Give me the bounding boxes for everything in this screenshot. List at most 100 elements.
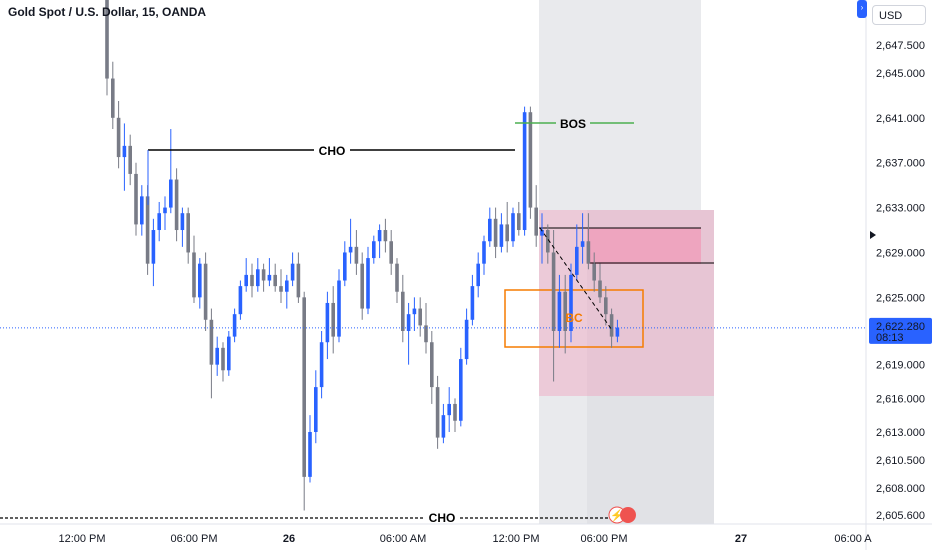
candle-body	[145, 196, 150, 264]
price-tick-label: 2,645.000	[876, 68, 925, 80]
candle-body	[122, 145, 127, 158]
price-tick-label: 2,637.000	[876, 158, 925, 170]
candle-body	[111, 78, 115, 118]
candle-body	[279, 286, 283, 292]
price-tick-label: 2,625.000	[876, 292, 925, 304]
candle-body	[435, 387, 440, 438]
candle-body	[534, 207, 538, 236]
scroll-arrow-icon[interactable]	[870, 231, 876, 239]
candle-body	[580, 241, 585, 247]
candle-body	[505, 224, 509, 242]
candle-body	[499, 224, 504, 247]
candle-body	[331, 302, 335, 337]
candle-body	[105, 0, 109, 79]
candle-body	[186, 213, 190, 253]
candle-body	[522, 112, 527, 231]
price-tick-label: 2,610.500	[876, 455, 925, 467]
candle-body	[441, 415, 446, 438]
time-tick-label: 12:00 PM	[58, 533, 105, 545]
candle-body	[528, 112, 533, 208]
lightning-glyph: ⚡	[610, 509, 624, 522]
candle-body	[470, 286, 475, 320]
candle-body	[377, 230, 382, 242]
candle-body	[412, 308, 417, 315]
candle-body	[232, 314, 237, 337]
candle-body	[116, 117, 121, 158]
candle-body	[296, 263, 301, 298]
candle-body	[453, 403, 457, 421]
candle-body	[203, 263, 208, 320]
candle-body	[372, 241, 376, 259]
candle-body	[256, 269, 260, 287]
candle-body	[209, 319, 214, 365]
symbol-title: Gold Spot / U.S. Dollar, 15, OANDA	[8, 5, 207, 19]
candle-body	[302, 297, 306, 477]
candle-body	[261, 269, 266, 281]
candle-body	[586, 241, 591, 264]
candle-body	[348, 246, 353, 253]
price-tick-label: 2,633.000	[876, 203, 925, 215]
time-tick-label: 06:00 PM	[580, 533, 627, 545]
candle-body	[157, 213, 161, 231]
candle-body	[308, 431, 312, 477]
price-tick-label: 2,616.000	[876, 393, 925, 405]
bos-label: BOS	[560, 117, 586, 131]
candle-body	[244, 274, 248, 287]
time-tick-label: 06:00 PM	[170, 533, 217, 545]
candle-body	[447, 403, 451, 416]
candle-body	[285, 280, 289, 292]
time-tick-label: 06:00 AM	[380, 533, 426, 545]
candle-body	[343, 252, 347, 281]
candle-body	[615, 327, 620, 337]
candle-body	[476, 263, 480, 287]
candle-body	[134, 173, 138, 225]
candle-body	[238, 286, 243, 315]
candle-body	[128, 145, 132, 174]
candle-body	[290, 263, 295, 281]
candle-body	[459, 359, 463, 421]
supply-zone-core	[587, 228, 701, 264]
candle-body	[227, 336, 231, 371]
candle-body	[488, 218, 492, 242]
candle-body	[430, 342, 434, 388]
current-price-label: 2,622.280	[876, 321, 925, 333]
candle-body	[569, 274, 573, 332]
candle-body	[563, 291, 567, 332]
candle-body	[360, 263, 364, 309]
time-tick-label: 12:00 PM	[492, 533, 539, 545]
candle-body	[517, 213, 521, 231]
cho-top-label: CHO	[319, 144, 346, 158]
candle-body	[250, 274, 254, 287]
candle-body	[424, 325, 428, 343]
candle-body	[418, 308, 422, 326]
candle-body	[511, 213, 515, 242]
candle-body	[337, 280, 341, 337]
candle-body	[319, 342, 324, 388]
candle-body	[174, 179, 179, 231]
candle-body	[221, 347, 225, 371]
event-flag-icon[interactable]	[620, 507, 636, 523]
time-tick-label: 27	[735, 533, 747, 545]
cho-bottom-label: CHO	[429, 511, 456, 525]
current-price-badge	[869, 317, 932, 344]
currency-selector[interactable]: USD	[872, 5, 926, 25]
candle-body	[575, 246, 579, 275]
price-tick-label: 2,629.000	[876, 247, 925, 259]
collapse-arrow-icon[interactable]: ›	[857, 0, 867, 18]
candle-body	[557, 291, 562, 332]
candle-body	[401, 291, 405, 332]
price-tick-label: 2,613.000	[876, 427, 925, 439]
candle-body	[604, 297, 608, 315]
candle-body	[551, 252, 556, 332]
candle-body	[383, 230, 388, 242]
candle-body	[325, 302, 330, 343]
price-tick-label: 2,647.500	[876, 40, 925, 52]
candle-body	[192, 252, 196, 298]
candle-body	[151, 230, 156, 264]
candle-body	[493, 218, 498, 247]
candle-body	[540, 230, 544, 236]
price-tick-label: 2,608.000	[876, 483, 925, 495]
candle-body	[140, 196, 144, 225]
bc-label: BC	[565, 311, 583, 325]
